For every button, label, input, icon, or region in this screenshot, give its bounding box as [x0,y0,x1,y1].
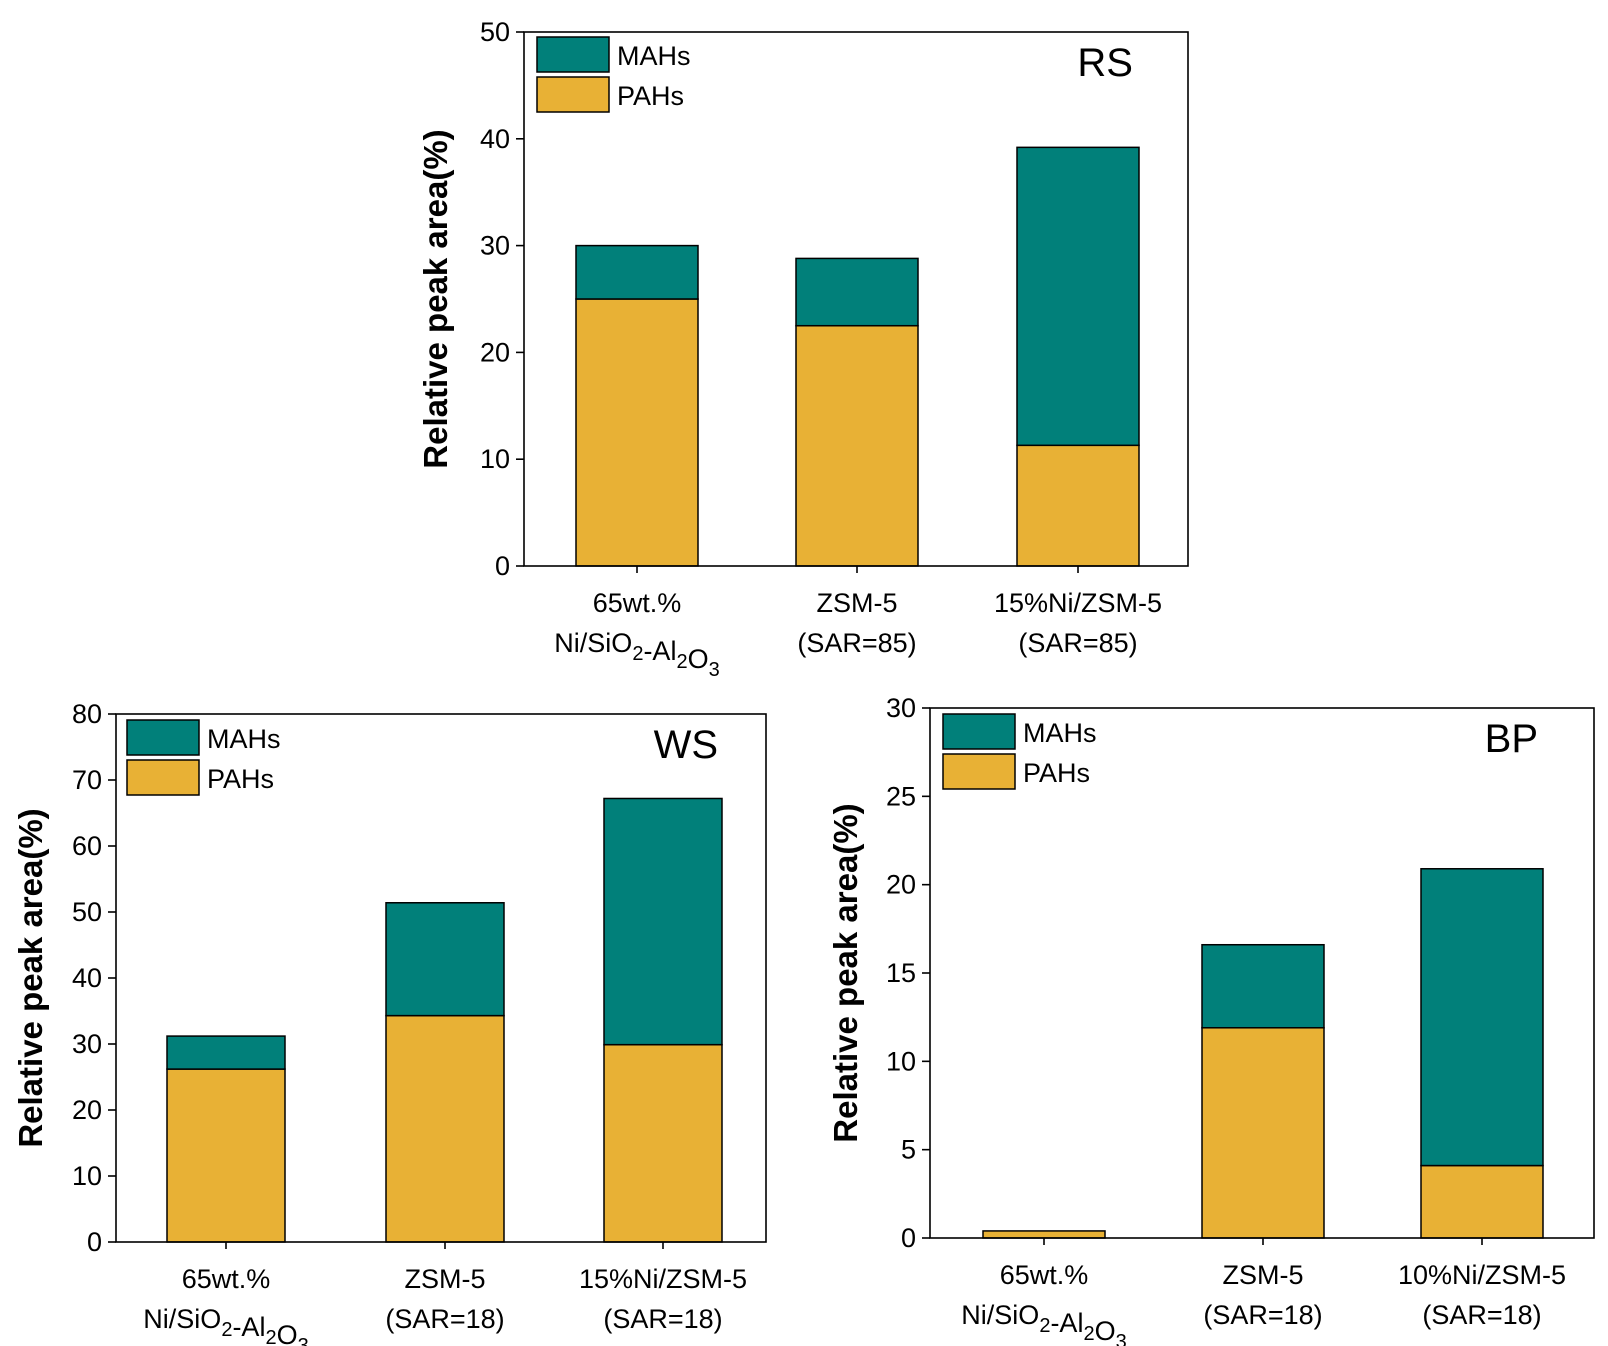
panel-label: WS [654,723,718,767]
x-category-label-line1: 15%Ni/ZSM-5 [994,588,1162,618]
chart-panel-rs: 0 10 20 30 40 50 65wt.% Ni/SiO2-Al2O3 ZSM-5 (SAR=… [417,17,1189,681]
x-category-label-line1: 15%Ni/ZSM-5 [579,1264,747,1294]
y-tick-label: 50 [72,897,102,927]
y-tick-label: 10 [72,1161,102,1191]
legend-label-pahs: PAHs [617,81,684,111]
bar-mahs-2 [1201,943,1325,1029]
x-category-label-line2: (SAR=85) [1018,628,1137,658]
bar-mahs-3 [1016,146,1140,447]
x-category-label-line1: 65wt.% [1000,1260,1089,1290]
y-tick-label: 30 [480,231,510,261]
y-tick-label: 0 [87,1227,102,1257]
legend-label-pahs: PAHs [1023,758,1090,788]
y-tick-label: 30 [72,1029,102,1059]
bar-mahs-3 [603,797,723,1046]
y-axis-label: Relative peak area(%) [827,803,864,1142]
y-tick-label: 20 [480,337,510,367]
chart-panel-bp: 0 5 10 15 20 25 30 65wt.% Ni/SiO2-Al2O3 ZSM-5 (SAR… [827,693,1595,1346]
x-category-label-line1: 10%Ni/ZSM-5 [1398,1260,1566,1290]
y-axis-label: Relative peak area(%) [417,129,454,468]
y-tick-label: 5 [901,1135,916,1165]
y-tick-label: 15 [886,958,916,988]
legend-swatch-pahs [536,76,610,113]
y-tick-label: 10 [480,444,510,474]
bar-mahs-3 [1420,868,1544,1167]
y-tick-label: 10 [886,1046,916,1076]
x-category-label-line2: (SAR=18) [385,1304,504,1334]
y-tick-label: 0 [901,1223,916,1253]
y-tick-label: 40 [480,124,510,154]
x-category-label-line2: (SAR=18) [603,1304,722,1334]
y-axis-label: Relative peak area(%) [12,808,49,1147]
bar-pahs-1 [166,1068,286,1243]
legend-swatch-mahs [126,719,200,756]
y-tick-label: 0 [495,551,510,581]
plot-frame [523,31,1189,567]
x-category-label-line2: (SAR=85) [797,628,916,658]
y-tick-label: 30 [886,693,916,723]
legend-label-mahs: MAHs [617,41,691,71]
legend-label-mahs: MAHs [207,724,281,754]
x-category-label-line2: (SAR=18) [1422,1300,1541,1330]
y-tick-label: 40 [72,963,102,993]
legend-swatch-pahs [942,753,1016,790]
legend-swatch-mahs [942,713,1016,750]
y-tick-label: 80 [72,699,102,729]
x-category-label-line2: Ni/SiO2-Al2O3 [961,1300,1126,1346]
y-tick-label: 50 [480,17,510,47]
legend: MAHs PAHs [942,713,1097,790]
legend-swatch-mahs [536,36,610,73]
y-tick-label: 60 [72,831,102,861]
x-category-label-line1: 65wt.% [593,588,682,618]
y-tick-label: 20 [72,1095,102,1125]
bar-mahs-2 [795,257,919,327]
x-category-label-line2: Ni/SiO2-Al2O3 [554,628,719,681]
x-category-label-line1: 65wt.% [182,1264,271,1294]
bar-pahs-3 [1420,1164,1544,1239]
legend-swatch-pahs [126,759,200,796]
x-category-label-line1: ZSM-5 [1223,1260,1304,1290]
panel-label: RS [1077,41,1133,85]
y-tick-label: 70 [72,765,102,795]
bar-pahs-2 [1201,1027,1325,1239]
bar-pahs-3 [1016,444,1140,567]
bar-pahs-3 [603,1043,723,1243]
bar-mahs-1 [166,1035,286,1070]
legend: MAHs PAHs [126,719,281,796]
legend-label-pahs: PAHs [207,764,274,794]
bar-mahs-2 [385,902,505,1017]
bar-pahs-2 [795,324,919,567]
chart-panel-ws: 0 10 20 30 40 50 60 70 80 65wt.% Ni/SiO2-Al2O3 ZSM-… [12,699,767,1346]
x-category-label-line1: ZSM-5 [817,588,898,618]
x-category-label-line1: ZSM-5 [405,1264,486,1294]
bar-pahs-2 [385,1014,505,1243]
y-tick-label: 25 [886,781,916,811]
x-category-label-line2: (SAR=18) [1203,1300,1322,1330]
bar-pahs-1 [982,1230,1106,1239]
panel-label: BP [1485,717,1538,761]
legend: MAHs PAHs [536,36,691,113]
y-tick-label: 20 [886,870,916,900]
legend-label-mahs: MAHs [1023,718,1097,748]
x-category-label-line2: Ni/SiO2-Al2O3 [143,1304,308,1346]
bar-pahs-1 [575,298,699,567]
bar-mahs-1 [575,244,699,300]
